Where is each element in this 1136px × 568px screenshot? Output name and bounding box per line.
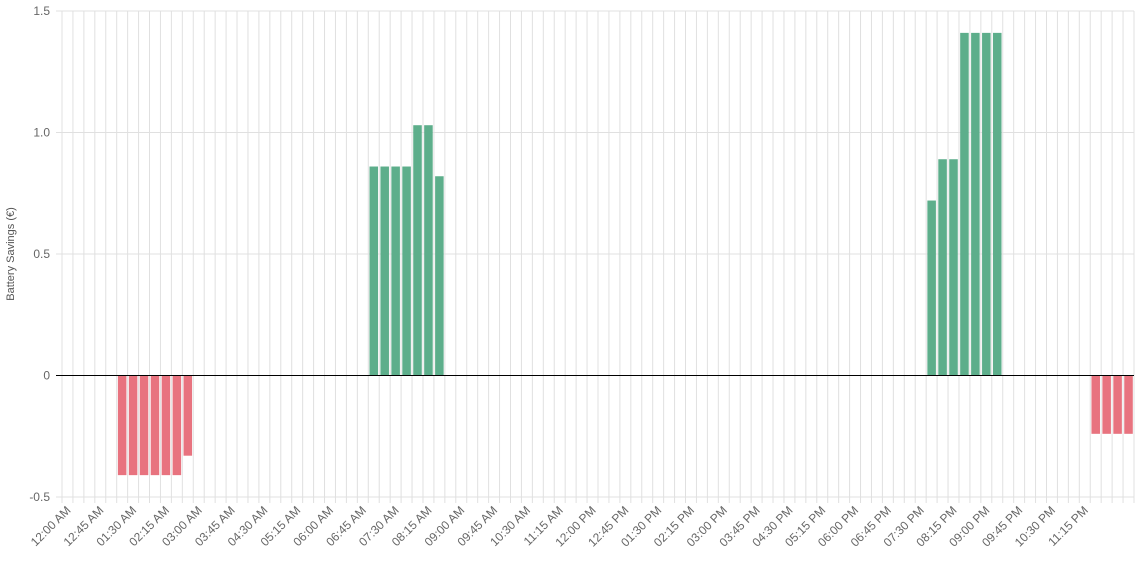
bar <box>128 375 138 476</box>
y-axis-ticks: -0.5 0 0.5 1.0 1.5 <box>29 4 50 504</box>
bar <box>117 375 127 476</box>
bar <box>424 125 433 376</box>
bar <box>971 32 980 376</box>
y-tick-label: 0 <box>43 369 50 383</box>
bar <box>960 32 969 376</box>
bar-series <box>117 32 1133 476</box>
y-tick-label: -0.5 <box>29 490 50 504</box>
bar <box>150 375 160 476</box>
bar <box>402 166 411 376</box>
bar <box>172 375 182 476</box>
bar <box>413 125 422 376</box>
bar <box>369 166 379 376</box>
y-axis-title: Battery Savings (€) <box>5 207 17 301</box>
bar <box>161 375 171 476</box>
bar <box>380 166 389 376</box>
bar <box>927 200 936 376</box>
bar <box>1091 375 1100 434</box>
y-tick-label: 1.5 <box>33 4 50 18</box>
bar <box>1102 375 1111 434</box>
bar <box>993 32 1002 376</box>
bar <box>139 375 149 476</box>
y-tick-label: 1.0 <box>33 126 50 140</box>
bar <box>949 159 958 376</box>
bar <box>183 375 193 456</box>
vertical-gridlines <box>61 11 1135 503</box>
bar <box>1113 375 1122 434</box>
y-tick-label: 0.5 <box>33 247 50 261</box>
bar <box>938 159 947 376</box>
bar <box>391 166 400 376</box>
bar <box>435 176 444 376</box>
bar <box>1124 375 1133 434</box>
bar <box>982 32 991 376</box>
